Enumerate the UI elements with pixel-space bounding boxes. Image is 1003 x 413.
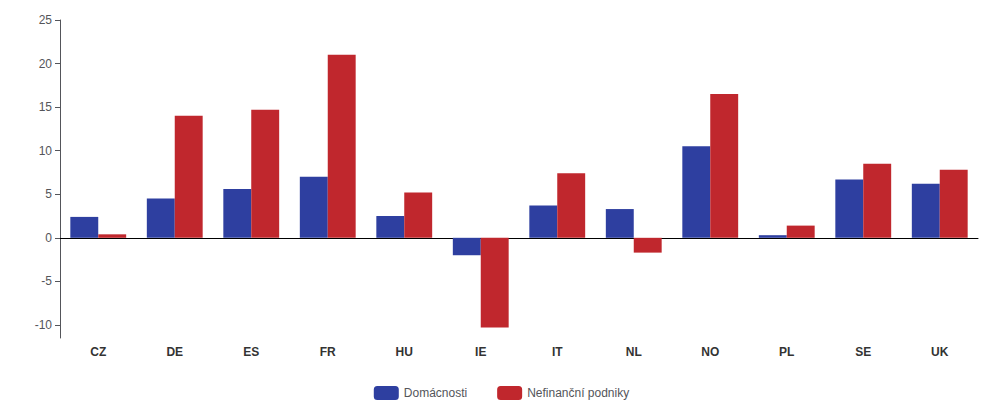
svg-text:DE: DE [166,345,183,359]
svg-text:FR: FR [320,345,336,359]
svg-text:5: 5 [45,187,52,201]
svg-text:-5: -5 [41,274,52,288]
svg-text:HU: HU [396,345,413,359]
svg-text:-10: -10 [35,318,53,332]
svg-text:SE: SE [855,345,871,359]
svg-text:IT: IT [552,345,563,359]
svg-text:NL: NL [626,345,642,359]
svg-text:20: 20 [39,57,53,71]
svg-text:Nefinanční podniky: Nefinanční podniky [527,386,629,400]
svg-text:0: 0 [45,231,52,245]
svg-text:ES: ES [243,345,259,359]
svg-text:Domácnosti: Domácnosti [404,386,467,400]
svg-text:25: 25 [39,13,53,27]
svg-text:10: 10 [39,144,53,158]
svg-text:CZ: CZ [90,345,106,359]
svg-text:NO: NO [701,345,719,359]
svg-text:PL: PL [779,345,794,359]
svg-text:UK: UK [931,345,949,359]
svg-text:15: 15 [39,100,53,114]
svg-text:IE: IE [475,345,486,359]
